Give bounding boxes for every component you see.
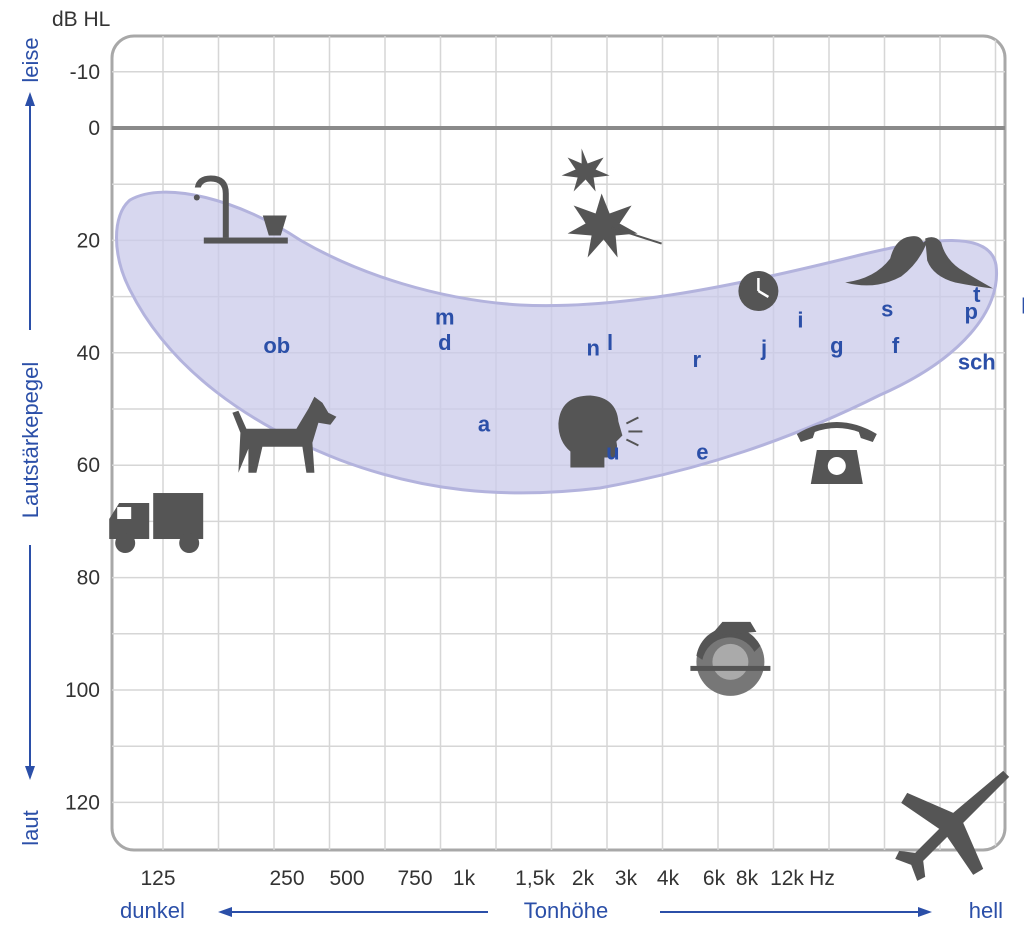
- airplane-icon: [895, 770, 1010, 881]
- phoneme-label: l: [607, 330, 613, 355]
- x-tick-label: 2k: [572, 867, 595, 890]
- y-unit-label: dB HL: [52, 8, 110, 31]
- dog-icon: [232, 396, 337, 473]
- x-tick-label: 1,5k: [515, 867, 555, 890]
- x-tick-label: 500: [329, 867, 364, 890]
- x-tick-label: 4k: [657, 867, 680, 890]
- y-tick-label: 0: [88, 117, 100, 140]
- phoneme-label: k: [1021, 293, 1024, 318]
- x-tick-label: 6k: [703, 867, 726, 890]
- y-tick-label: 40: [77, 342, 100, 365]
- y-tick-label: 60: [77, 454, 100, 477]
- circular-saw-icon: [690, 621, 771, 696]
- speech-banana: [115, 190, 999, 495]
- y-arrow-down-head: [25, 766, 35, 780]
- x-tick-label: 750: [397, 867, 432, 890]
- x-tick-label: 3k: [615, 867, 638, 890]
- y-tick-label: 80: [77, 567, 100, 590]
- phoneme-label: i: [797, 308, 803, 333]
- y-tick-label: 120: [65, 791, 100, 814]
- x-tick-label: 1k: [453, 867, 476, 890]
- x-tick-label: 8k: [736, 867, 759, 890]
- y-bottom-label: laut: [18, 810, 43, 845]
- phoneme-label: n: [586, 336, 599, 361]
- phoneme-label: s: [881, 296, 893, 321]
- y-tick-label: 100: [65, 679, 100, 702]
- phoneme-label: sch: [958, 350, 996, 375]
- y-top-label: leise: [18, 37, 43, 82]
- x-arrow-right-head: [918, 907, 932, 917]
- x-axis-title: Tonhöhe: [524, 898, 608, 923]
- phoneme-label: e: [696, 440, 708, 465]
- y-axis-title: Lautstärkepegel: [18, 362, 43, 519]
- sound-icons: [109, 148, 1010, 881]
- ticking-clock-icon: [738, 270, 779, 311]
- y-tick-labels: -10 0 20 40 60 80 100 120: [65, 61, 100, 815]
- phoneme-label: d: [438, 330, 451, 355]
- x-tick-label: 250: [269, 867, 304, 890]
- x-arrow-left-head: [218, 907, 232, 917]
- y-arrow-up-head: [25, 92, 35, 106]
- phoneme-label: ob: [263, 333, 290, 358]
- phoneme-label: m: [435, 305, 455, 330]
- telephone-icon: [796, 421, 877, 484]
- phoneme-labels: ob md nl a u e r j i g sf tp k sch: [263, 282, 1024, 464]
- phoneme-label: f: [892, 333, 900, 358]
- x-high-label: hell: [969, 898, 1003, 923]
- rustling-leaves-icon: [561, 148, 662, 258]
- x-tick-labels: 125 250 500 750 1k 1,5k 2k 3k 4k 6k 8k 12k Hz: [140, 867, 834, 890]
- x-tick-label: 12k: [770, 867, 804, 890]
- y-tick-label: -10: [70, 61, 100, 84]
- birds-icon: [845, 236, 994, 289]
- speaking-head-icon: [558, 395, 643, 468]
- x-low-label: dunkel: [120, 898, 185, 923]
- phoneme-label: p: [964, 299, 977, 324]
- y-tick-label: 20: [77, 229, 100, 252]
- dripping-faucet-icon: [193, 175, 288, 244]
- phoneme-label: j: [760, 336, 767, 361]
- x-tick-label: Hz: [809, 867, 835, 890]
- phoneme-label: t: [973, 282, 981, 307]
- phoneme-label: r: [693, 347, 702, 372]
- phoneme-label: a: [478, 411, 491, 436]
- x-tick-label: 125: [140, 867, 175, 890]
- phoneme-label: g: [830, 333, 843, 358]
- truck-icon: [109, 493, 204, 554]
- phoneme-label: u: [606, 440, 619, 465]
